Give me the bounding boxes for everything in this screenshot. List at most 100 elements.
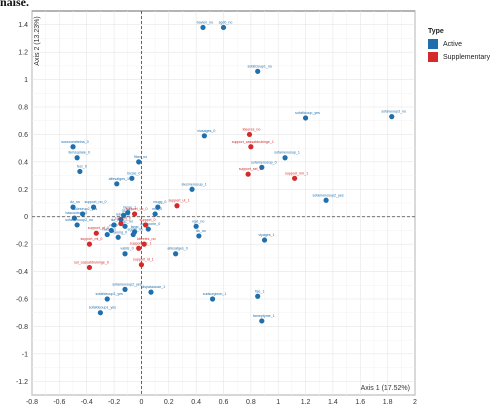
point-label-supplementary: idereles_no <box>137 237 156 241</box>
point-label-active: dk_no <box>196 229 206 233</box>
point-active <box>148 289 154 295</box>
point-active <box>125 210 131 216</box>
point-label-active: vip_0 <box>109 223 118 227</box>
point-active <box>261 237 268 243</box>
y-tick-label: -0.6 <box>16 297 28 304</box>
point-active <box>122 223 128 229</box>
x-tick-labels: -0.8 -0.6 -0.4 -0.2 0 0.2 0.4 0.6 0.8 1 1.2 1.4 1.6 1… <box>26 399 417 406</box>
x-tick-label: 0.2 <box>164 399 174 406</box>
point-label-supplementary: support_cassatdrukinge_1 <box>232 140 274 144</box>
y-tick-label: -0.8 <box>16 324 28 331</box>
point-active <box>136 159 142 165</box>
point-active <box>259 164 265 170</box>
point-active <box>115 234 121 240</box>
point-label-active: sosecombiniss_0 <box>61 140 89 144</box>
point-active <box>74 222 80 228</box>
y-tick-label: -0.2 <box>16 242 28 249</box>
point-supplementary <box>118 220 124 227</box>
point-label-active: bavien_no <box>197 20 214 24</box>
x-tick-label: 0 <box>139 399 143 406</box>
x-tick-label: 1.6 <box>355 399 365 406</box>
point-active <box>389 114 395 120</box>
point-active <box>155 204 161 210</box>
y-tick-label: 0.6 <box>18 132 28 139</box>
point-active <box>220 24 227 31</box>
point-label-supplementary: support_id_1 <box>133 258 154 262</box>
legend-item-active: Active <box>428 39 496 49</box>
point-label-supplementary: suppprt_0 <box>140 218 156 222</box>
point-label-supplementary: support_sel_1 <box>239 167 262 171</box>
point-label-active: egrd0_no <box>128 228 143 232</box>
point-label-active: sqz_rel <box>121 219 133 223</box>
point-label-active: fameptyme_1 <box>253 314 275 318</box>
x-tick-label: 0.4 <box>191 399 201 406</box>
point-active <box>173 251 179 257</box>
point-active <box>259 318 265 324</box>
point-label-active: sudsurgieon_1 <box>203 292 227 296</box>
point-label-active: fecr_0 <box>77 164 87 168</box>
point-label-supplementary: ldeeres_no <box>243 127 261 131</box>
point-active <box>80 211 86 217</box>
point-label-active: sofamenosup2_yes <box>313 193 344 197</box>
point-label-active: sofafcloup1_no <box>248 64 272 68</box>
point-label-supplementary: support_mt_0 <box>80 237 102 241</box>
point-active <box>122 251 128 257</box>
point-label-active: fanmg_0 <box>113 230 127 234</box>
point-label-active: sofamenosup_0 <box>251 160 277 164</box>
point-active <box>145 226 151 232</box>
point-label-active: gs_0 <box>122 208 130 212</box>
x-tick-label: 1 <box>276 399 280 406</box>
point-active <box>70 144 76 150</box>
caption-snippet: naise. <box>0 0 30 9</box>
point-active <box>323 197 329 203</box>
point-active <box>255 68 261 74</box>
point-active <box>282 155 288 161</box>
point-label-active: bicsie_0 <box>127 171 140 175</box>
point-supplementary <box>246 131 253 138</box>
point-label-active: sgd0_no <box>219 20 233 24</box>
point-label-active: sofamenoup2_no <box>65 218 93 222</box>
point-supplementary <box>86 264 93 271</box>
point-label-active: fanst_1 <box>131 225 143 229</box>
point-label-active: fouleseup2_yes <box>72 207 97 211</box>
legend-item-supplementary: Supplementary <box>428 52 496 62</box>
grid <box>31 11 416 396</box>
point-label-active: alfesatges_0 <box>167 247 187 251</box>
point-supplementary <box>131 211 138 217</box>
y-tick-label: 1 <box>24 77 28 84</box>
point-active <box>104 231 110 238</box>
point-active <box>121 212 127 218</box>
point-label-active: sofamenoup2_yes <box>112 282 142 286</box>
point-active <box>129 175 135 181</box>
point-active <box>90 204 97 210</box>
point-active <box>108 227 114 234</box>
legend: Type Active Supplementary <box>428 28 496 65</box>
point-label-active: fiber_no <box>134 155 147 159</box>
legend-swatch-active <box>428 39 438 49</box>
y-tick-label: 0.8 <box>18 105 28 112</box>
point-supplementary <box>245 171 251 177</box>
x-tick-label: 1.4 <box>328 399 338 406</box>
point-active <box>302 115 309 121</box>
y-axis-title: Axis 2 (13.23%) <box>34 16 41 65</box>
point-supplementary <box>138 262 145 268</box>
point-active <box>130 231 136 238</box>
point-label-active: femsoplaie_0 <box>68 151 89 155</box>
point-active <box>97 310 103 316</box>
data-points: bavien_no sgd0_no sofafcloup1_no sofaflclou… <box>61 20 406 324</box>
point-label-active: sofaflcloup_yes <box>295 111 320 115</box>
y-tick-label: 1.4 <box>18 22 28 29</box>
reference-lines <box>32 11 415 395</box>
point-label-supplementary: support_ut_1 <box>169 199 190 203</box>
x-tick-label: 1.2 <box>301 399 311 406</box>
point-label-active: sofamenosup_1 <box>274 151 300 155</box>
point-label-active: slispasscuse_1 <box>141 285 165 289</box>
point-active <box>201 133 207 139</box>
legend-label-active: Active <box>443 40 463 48</box>
x-tick-label: -0.2 <box>108 399 120 406</box>
point-supplementary <box>174 203 180 209</box>
point-active <box>255 293 261 299</box>
point-active <box>114 181 120 187</box>
point-label-active: support_no_0 <box>85 200 107 204</box>
